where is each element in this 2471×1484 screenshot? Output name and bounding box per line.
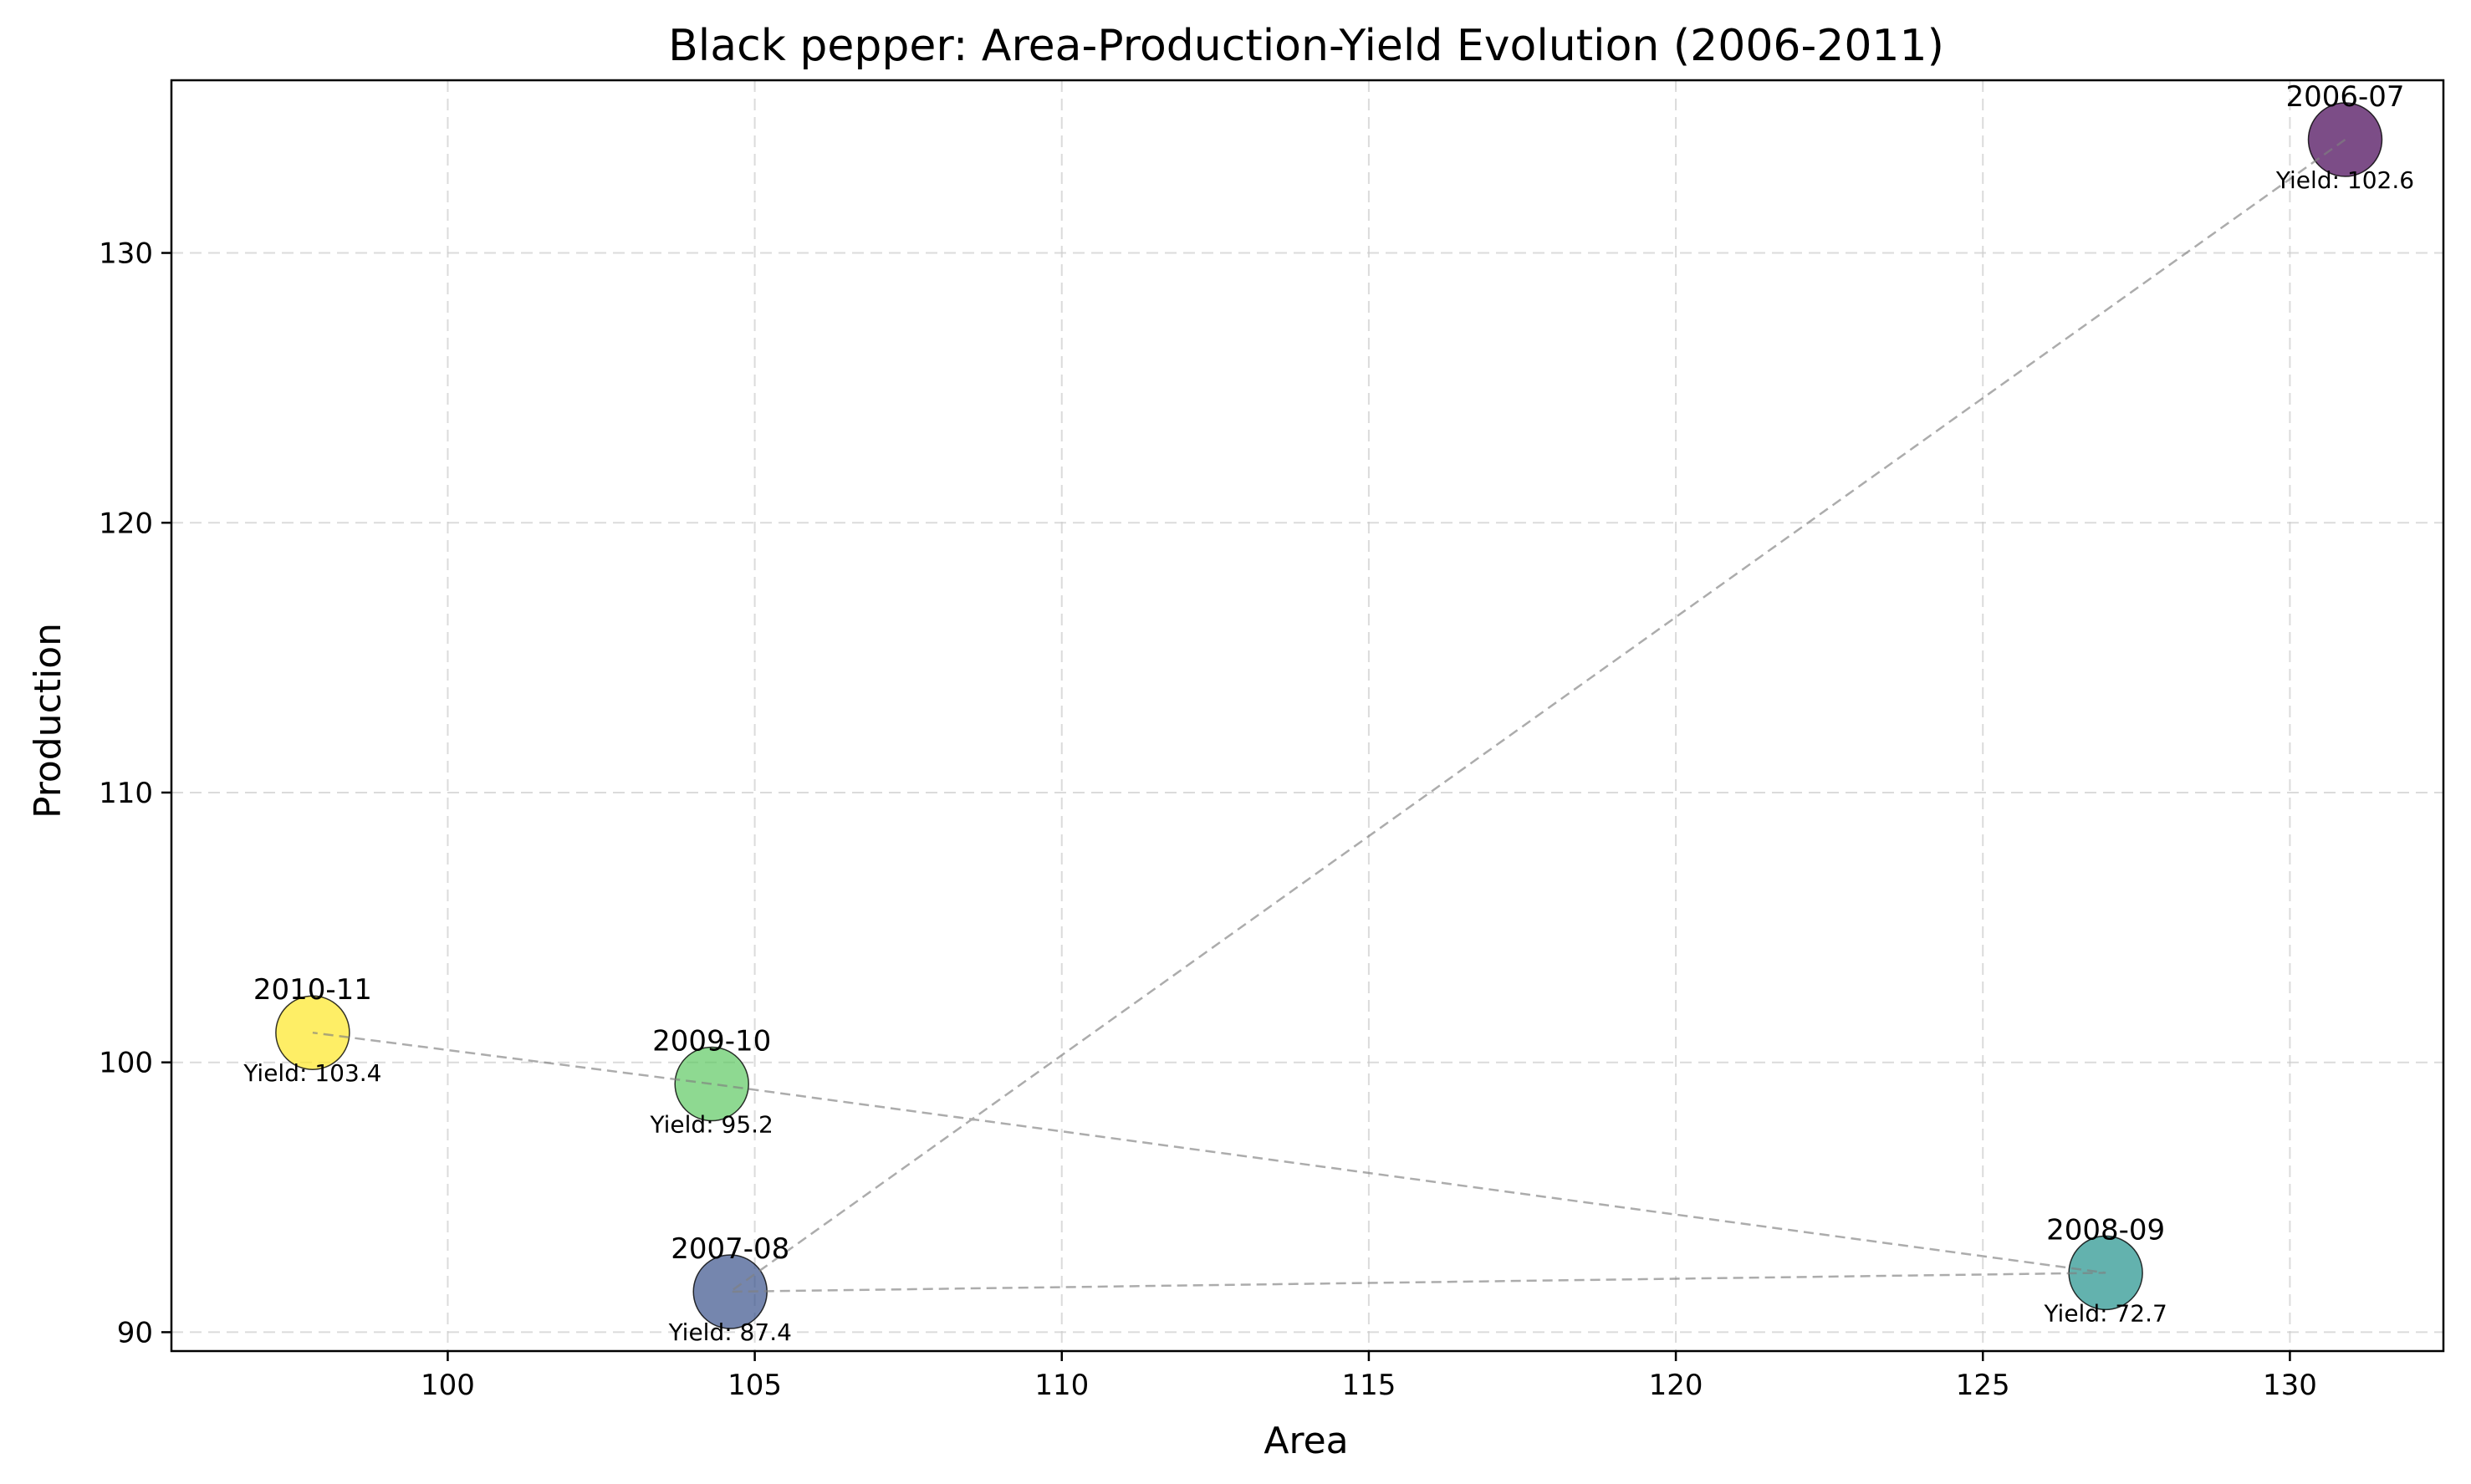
plot-frame xyxy=(170,79,2445,1353)
x-axis-label: Area xyxy=(1264,1420,1348,1462)
x-tick-label: 105 xyxy=(728,1369,782,1402)
y-tick-label: 130 xyxy=(99,237,153,271)
x-tick-label: 110 xyxy=(1034,1369,1089,1402)
x-tick-label: 100 xyxy=(421,1369,475,1402)
x-tick-label: 130 xyxy=(2263,1369,2317,1402)
data-point-2009-10 xyxy=(674,1046,749,1122)
axis-ticks: 100 105 110 115 120 125 130 90 100 110 120 130 xyxy=(99,237,2317,1402)
yield-label: Yield: 103.4 xyxy=(243,1059,381,1087)
y-tick-label: 100 xyxy=(99,1047,153,1080)
point-label: 2010-11 xyxy=(253,973,372,1007)
connecting-path xyxy=(312,138,2346,1293)
x-tick-label: 125 xyxy=(1956,1369,2010,1402)
x-tick-label: 120 xyxy=(1649,1369,1703,1402)
x-tick-label: 115 xyxy=(1341,1369,1396,1402)
point-label: 2008-09 xyxy=(2046,1213,2165,1247)
y-axis-label: Production xyxy=(27,623,69,818)
y-tick-label: 90 xyxy=(117,1316,153,1349)
point-label: 2006-07 xyxy=(2285,80,2404,114)
data-markers xyxy=(275,102,2383,1329)
y-tick-label: 110 xyxy=(99,777,153,810)
point-labels: 2006-07 Yield: 102.6 2007-08 Yield: 87.4 200… xyxy=(243,80,2414,1346)
yield-label: Yield: 72.7 xyxy=(2043,1299,2167,1327)
y-tick-label: 120 xyxy=(99,507,153,540)
yield-label: Yield: 95.2 xyxy=(650,1111,773,1139)
chart-title: Black pepper: Area-Production-Yield Evol… xyxy=(668,21,1944,71)
trajectory-line xyxy=(312,138,2346,1293)
point-label: 2009-10 xyxy=(652,1025,771,1058)
yield-label: Yield: 87.4 xyxy=(668,1318,792,1346)
yield-label: Yield: 102.6 xyxy=(2275,166,2414,194)
point-label: 2007-08 xyxy=(671,1232,789,1266)
